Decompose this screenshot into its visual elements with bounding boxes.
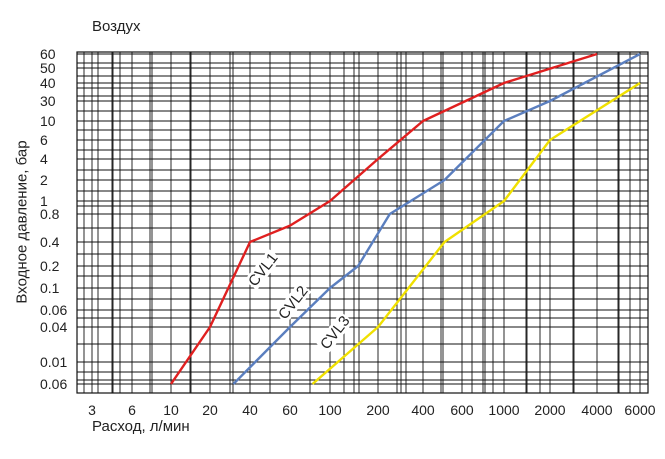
y-tick-label-60: 60 [40, 46, 56, 62]
x-tick-label-10: 10 [163, 402, 179, 418]
y-tick-label-2: 2 [40, 172, 48, 188]
x-tick-label-20: 20 [202, 402, 218, 418]
y-tick-label-0-06: 0.06 [40, 376, 67, 392]
y-tick-label-0-1: 0.1 [40, 280, 60, 296]
series-line-cvl1 [170, 52, 598, 385]
y-tick-label-0-8: 0.8 [40, 206, 60, 222]
y-tick-label-0-4: 0.4 [40, 234, 60, 250]
x-tick-label-200: 200 [366, 402, 390, 418]
x-tick-label-4000: 4000 [581, 402, 612, 418]
y-tick-label-10: 10 [40, 113, 56, 129]
y-tick-label-40: 40 [40, 75, 56, 91]
y-tick-label-30: 30 [40, 93, 56, 109]
y-tick-label-0-2: 0.2 [40, 258, 60, 274]
x-tick-label-60: 60 [282, 402, 298, 418]
x-tick-label-40: 40 [242, 402, 258, 418]
y-tick-label-0-01: 0.01 [40, 354, 67, 370]
y-tick-label-1: 1 [40, 193, 48, 209]
plot-area [76, 51, 649, 394]
x-tick-label-1000: 1000 [488, 402, 519, 418]
y-tick-label-6: 6 [40, 132, 48, 148]
y-tick-label-50: 50 [40, 60, 56, 76]
y-tick-label-0-06: 0.06 [40, 302, 67, 318]
x-tick-label-3: 3 [88, 402, 96, 418]
x-tick-label-6: 6 [128, 402, 136, 418]
x-tick-label-6000: 6000 [624, 402, 655, 418]
x-tick-label-600: 600 [450, 402, 474, 418]
x-axis-label: Расход, л/мин [92, 418, 190, 435]
y-tick-label-0-04: 0.04 [40, 319, 67, 335]
y-tick-label-4: 4 [40, 151, 48, 167]
x-tick-label-2000: 2000 [534, 402, 565, 418]
chart-title: Воздух [92, 18, 141, 35]
series-line-cvl3 [311, 81, 641, 385]
series-line-cvl2 [232, 52, 641, 385]
series-label-bg-cvl1 [244, 248, 282, 291]
x-tick-label-400: 400 [411, 402, 435, 418]
series-label-bg-cvl2 [274, 281, 312, 324]
x-tick-label-100: 100 [318, 402, 342, 418]
series-label-bg-cvl3 [316, 311, 354, 354]
